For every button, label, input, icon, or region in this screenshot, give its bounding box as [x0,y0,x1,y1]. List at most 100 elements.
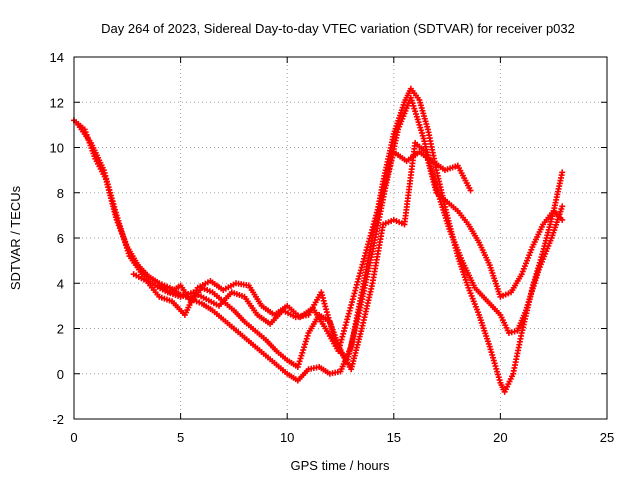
data-point-interp [349,299,356,306]
data-point-interp [296,358,303,365]
x-tick-label: 15 [387,430,401,445]
data-point-interp [304,332,311,339]
data-point-interp [379,189,386,196]
data-point-interp [355,275,362,282]
data-point-interp [386,163,393,170]
data-point-interp [381,180,388,187]
data-point-interp [382,177,389,184]
data-point-interp [339,333,346,340]
y-tick-label: 6 [57,231,64,246]
data-point-interp [369,224,376,231]
data-point-interp [377,195,384,202]
data-point-interp [348,301,355,308]
data-point [559,169,566,176]
data-point-interp [347,304,354,311]
data-point-interp [349,296,356,303]
data-point-interp [298,352,305,359]
data-point-interp [356,273,363,280]
data-point-interp [297,355,304,362]
tick-layer: 0 5 10 15 20 25 -2 0 2 4 6 8 10 12 14 [50,50,615,445]
x-tick-label: 10 [280,430,294,445]
data-point-interp [385,166,392,173]
data-point-interp [338,336,345,343]
data-point-interp [352,287,359,294]
data-point-interp [378,192,385,199]
data-point-interp [361,255,368,262]
data-point [335,348,342,355]
y-tick-label: 0 [57,367,64,382]
data-point-interp [384,172,391,179]
data-point-interp [373,209,380,216]
data-point-interp [295,361,302,368]
data-point-interp [357,267,364,274]
y-tick-label: 14 [50,50,64,65]
data-point-interp [372,215,379,222]
y-tick-label: 10 [50,141,64,156]
data-point-interp [345,310,352,317]
data-point-interp [389,154,396,161]
data-point-interp [377,198,384,205]
data-point-interp [353,281,360,288]
data-point-interp [365,241,372,248]
data-point-interp [373,212,380,219]
data-point-interp [364,244,371,251]
x-tick-label: 0 [70,430,77,445]
data-point-interp [366,235,373,242]
data-point-interp [353,284,360,291]
grid-layer [74,57,607,419]
y-axis-label: SDTVAR / TECUs [8,185,23,290]
data-point-interp [337,339,344,346]
data-point-interp [300,346,307,353]
data-point-interp [380,186,387,193]
plot-frame [73,56,608,420]
data-point [294,363,301,370]
y-tick-label: 4 [57,276,64,291]
data-point-interp [303,335,310,342]
data-point-interp [368,229,375,236]
data-point-interp [340,327,347,334]
data-point-interp [369,226,376,233]
data-point-interp [340,330,347,337]
data-point-interp [383,174,390,181]
data-point [559,203,566,210]
data-point-interp [374,206,381,213]
data-point-interp [345,313,352,320]
data-point-interp [387,160,394,167]
data-point-interp [341,325,348,332]
data-point-interp [370,221,377,228]
data-point-interp [385,169,392,176]
data-point-interp [388,157,395,164]
data-point-interp [301,344,308,351]
data-layer [71,85,566,395]
data-point-interp [359,261,366,268]
data-point-interp [375,203,382,210]
data-point-interp [343,319,350,326]
data-point-interp [357,270,364,277]
data-point-interp [299,349,306,356]
data-point-interp [354,278,361,285]
data-point-interp [336,342,343,349]
data-point-interp [367,232,374,239]
y-tick-label: 8 [57,186,64,201]
data-point-interp [358,264,365,271]
y-tick-label: 12 [50,95,64,110]
data-point-interp [336,345,343,352]
y-tick-label: 2 [57,322,64,337]
data-point-interp [381,183,388,190]
y-tick-label: -2 [52,412,64,427]
x-tick-label: 20 [493,430,507,445]
data-point-interp [360,258,367,265]
data-point [559,216,566,223]
data-point-interp [302,338,309,345]
data-point-interp [361,252,368,259]
data-point-interp [365,238,372,245]
data-point-interp [301,341,308,348]
x-tick-label: 5 [177,430,184,445]
data-point-interp [350,293,357,300]
data-point-interp [342,322,349,329]
data-point-interp [362,250,369,257]
data-point-interp [346,307,353,314]
data-point-interp [351,290,358,297]
x-tick-label: 25 [600,430,614,445]
